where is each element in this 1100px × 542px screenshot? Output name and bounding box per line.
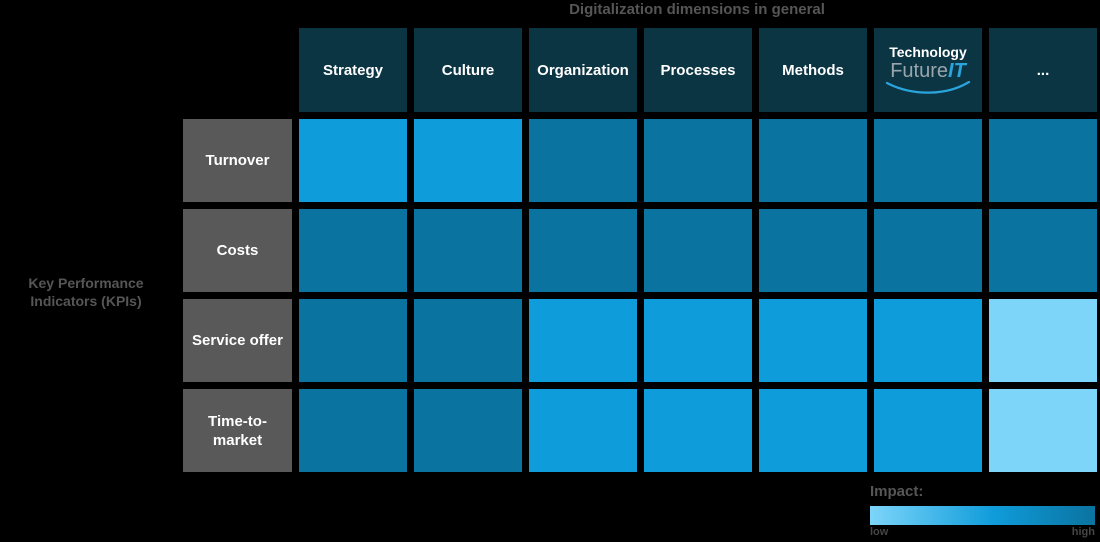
matrix-cell bbox=[644, 119, 752, 202]
column-header-methods: Methods bbox=[759, 28, 867, 112]
matrix-corner-spacer bbox=[183, 28, 292, 112]
swoosh-icon bbox=[885, 80, 971, 94]
column-header-organization: Organization bbox=[529, 28, 637, 112]
page-title: Digitalization dimensions in general bbox=[569, 1, 825, 18]
matrix-cell bbox=[644, 299, 752, 382]
column-header-technology: Technology FutureIT bbox=[874, 28, 982, 112]
row-axis-label: Key Performance Indicators (KPIs) bbox=[0, 274, 172, 310]
matrix-cell bbox=[644, 209, 752, 292]
matrix-cell bbox=[529, 389, 637, 472]
matrix-cell bbox=[989, 119, 1097, 202]
row-axis-label-line2: Indicators (KPIs) bbox=[30, 293, 142, 309]
legend-gradient-bar bbox=[870, 506, 1095, 525]
impact-legend: Impact: low high bbox=[870, 483, 1095, 538]
matrix-cell bbox=[299, 119, 407, 202]
matrix-cell bbox=[414, 389, 522, 472]
column-header-culture: Culture bbox=[414, 28, 522, 112]
matrix-cell bbox=[874, 209, 982, 292]
matrix-cell bbox=[874, 119, 982, 202]
matrix-cell bbox=[299, 299, 407, 382]
row-label-turnover: Turnover bbox=[183, 119, 292, 202]
matrix-cell bbox=[529, 209, 637, 292]
futureit-logo: FutureIT bbox=[890, 59, 966, 82]
legend-title: Impact: bbox=[870, 483, 924, 500]
matrix-grid: Strategy Culture Organization Processes Meth… bbox=[183, 28, 1097, 472]
row-label-time-to-market: Time-to-market bbox=[183, 389, 292, 472]
matrix-cell bbox=[759, 119, 867, 202]
legend-high-label: high bbox=[1071, 526, 1095, 538]
technology-label: Technology bbox=[889, 43, 967, 60]
matrix-cell bbox=[989, 209, 1097, 292]
matrix-cell bbox=[759, 299, 867, 382]
matrix-cell bbox=[529, 299, 637, 382]
matrix-cell bbox=[414, 299, 522, 382]
matrix-cell bbox=[874, 299, 982, 382]
column-header-more: ... bbox=[989, 28, 1097, 112]
row-axis-label-line1: Key Performance bbox=[28, 275, 144, 291]
matrix-cell bbox=[414, 209, 522, 292]
matrix-cell bbox=[759, 209, 867, 292]
matrix-cell bbox=[414, 119, 522, 202]
matrix-cell bbox=[529, 119, 637, 202]
matrix-cell bbox=[299, 209, 407, 292]
row-label-service-offer: Service offer bbox=[183, 299, 292, 382]
matrix-cell bbox=[299, 389, 407, 472]
matrix-cell bbox=[874, 389, 982, 472]
matrix-cell bbox=[644, 389, 752, 472]
column-header-processes: Processes bbox=[644, 28, 752, 112]
matrix-cell bbox=[989, 299, 1097, 382]
legend-low-label: low bbox=[870, 526, 889, 538]
row-label-costs: Costs bbox=[183, 209, 292, 292]
matrix-cell bbox=[759, 389, 867, 472]
column-header-strategy: Strategy bbox=[299, 28, 407, 112]
matrix-cell bbox=[989, 389, 1097, 472]
